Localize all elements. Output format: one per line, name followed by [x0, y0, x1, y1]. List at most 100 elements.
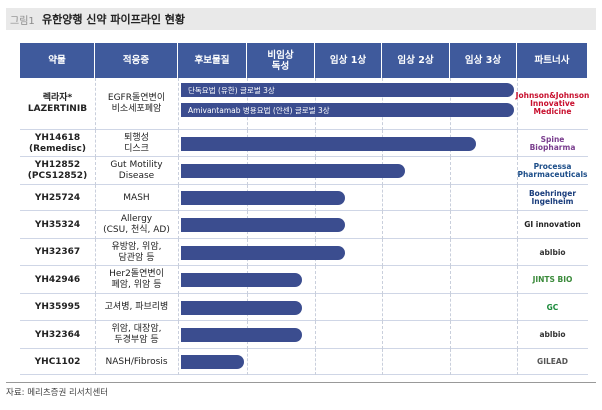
footer-rule — [6, 382, 596, 383]
drug: YH35324 — [34, 219, 81, 230]
column-rule — [450, 321, 451, 349]
partner: Processa Pharmaceuticals — [517, 162, 588, 179]
column-header: 약물 — [20, 43, 95, 78]
indication: 위암, 대장암, 두경부암 등 — [111, 324, 162, 345]
indication: 퇴행성 디스크 — [124, 132, 149, 154]
source: 자료: 메리츠증권 리서치센터 — [6, 388, 109, 398]
row-rule — [20, 265, 588, 266]
column-rule — [450, 349, 451, 375]
progress-bar — [181, 218, 346, 232]
column-rule — [178, 185, 179, 211]
progress-bar — [181, 273, 303, 287]
title: 유한양행 신약 파이프라인 현황 — [42, 13, 186, 26]
column-rule — [315, 266, 316, 294]
progress-bar — [181, 136, 477, 151]
column-rule — [178, 349, 179, 375]
column-header: 임상 2상 — [382, 43, 450, 78]
column-rule — [382, 266, 383, 294]
column-rule — [382, 321, 383, 349]
column-rule — [178, 266, 179, 294]
drug: YH42946 — [34, 274, 81, 285]
drug: YH14618 (Remedisc) — [29, 132, 86, 154]
column-rule — [517, 211, 518, 239]
row-rule — [20, 129, 588, 130]
partner: JINTS BIO — [532, 275, 573, 284]
row-rule — [20, 348, 588, 349]
partner: Johnson&Johnson Innovative Medicine — [515, 91, 590, 116]
drug: 렉라자* LAZERTINIB — [27, 93, 88, 114]
partner: Spine Biopharma — [529, 134, 576, 152]
column-header: 적응증 — [95, 43, 178, 78]
column-rule — [450, 157, 451, 185]
column-rule — [517, 349, 518, 375]
indication: Allergy (CSU, 천식, AD) — [103, 214, 170, 235]
indication: MASH — [123, 192, 150, 203]
progress-bar — [181, 300, 303, 315]
column-rule — [95, 239, 96, 266]
progress-bar — [181, 83, 514, 97]
partner: Boehringer Ingelheim — [528, 189, 577, 206]
column-rule — [178, 321, 179, 349]
indication: NASH/Fibrosis — [105, 356, 168, 367]
indication: Gut Motility Disease — [110, 160, 163, 181]
row-rule — [20, 374, 588, 375]
indication: 유방암, 위암, 담관암 등 — [111, 241, 162, 263]
column-header: 파트너사 — [517, 43, 588, 78]
indication: 고셔병, 파브리병 — [104, 302, 169, 312]
partner: GC — [546, 302, 559, 312]
column-rule — [95, 185, 96, 211]
row-rule — [20, 184, 588, 185]
column-rule — [517, 321, 518, 349]
column-rule — [382, 294, 383, 321]
indication: Her2돌연변이 폐암, 위암 등 — [109, 269, 164, 290]
column-rule — [178, 294, 179, 321]
title-bar — [6, 8, 596, 30]
column-rule — [517, 294, 518, 321]
column-header: 임상 1상 — [315, 43, 382, 78]
column-rule — [450, 294, 451, 321]
drug: YHC1102 — [34, 356, 81, 367]
column-rule — [382, 349, 383, 375]
column-rule — [315, 294, 316, 321]
progress-bar — [181, 328, 303, 342]
column-rule — [382, 185, 383, 211]
column-rule — [95, 266, 96, 294]
column-rule — [517, 239, 518, 266]
column-rule — [95, 78, 96, 130]
drug: YH25724 — [34, 192, 81, 203]
column-header: 후보물질 — [178, 43, 247, 78]
column-rule — [315, 349, 316, 375]
figure-label: 그림1 — [10, 16, 35, 27]
partner: ablbio — [539, 330, 566, 339]
drug: YH35995 — [34, 302, 81, 312]
column-rule — [247, 349, 248, 375]
bar-label: Amivantamab 병용요법 (얀센) 글로벌 3상 — [188, 106, 330, 115]
column-rule — [450, 185, 451, 211]
column-header: 임상 3상 — [450, 43, 517, 78]
drug: YH32364 — [34, 329, 81, 340]
row-rule — [20, 210, 588, 211]
partner: GILEAD — [537, 357, 568, 366]
row-rule — [20, 238, 588, 239]
column-rule — [450, 211, 451, 239]
progress-bar — [181, 355, 245, 369]
row-rule — [20, 320, 588, 321]
column-rule — [95, 294, 96, 321]
drug: YH32367 — [34, 247, 81, 257]
row-rule — [20, 156, 588, 157]
column-rule — [450, 239, 451, 266]
indication: EGFR돌연변이 비소세포폐암 — [107, 93, 166, 114]
progress-bar — [181, 103, 514, 117]
column-rule — [95, 130, 96, 157]
column-rule — [178, 78, 179, 130]
progress-bar — [181, 164, 406, 178]
column-rule — [178, 157, 179, 185]
progress-bar — [181, 191, 346, 205]
column-rule — [178, 211, 179, 239]
partner: GI innovation — [524, 220, 581, 229]
column-rule — [382, 239, 383, 266]
column-header: 비임상 독성 — [247, 43, 315, 78]
column-rule — [517, 157, 518, 185]
column-rule — [517, 266, 518, 294]
